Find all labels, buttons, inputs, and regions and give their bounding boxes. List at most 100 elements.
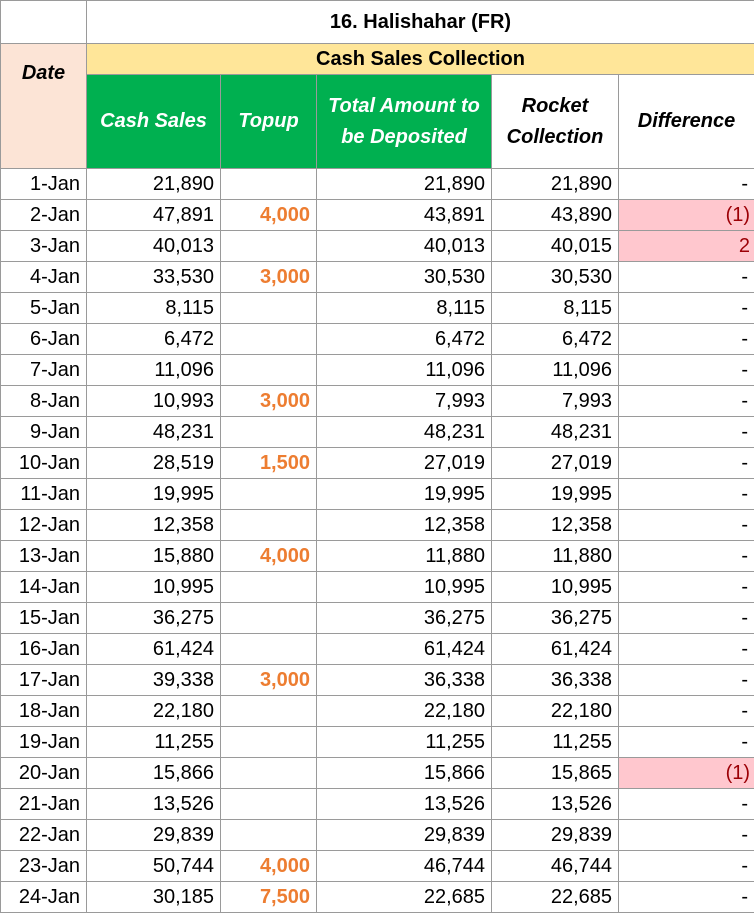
total-amount-cell[interactable]: 11,880 [316,540,492,572]
date-cell[interactable]: 17-Jan [0,664,87,696]
total-amount-cell[interactable]: 8,115 [316,292,492,324]
date-cell[interactable]: 10-Jan [0,447,87,479]
difference-cell[interactable]: (1) [617,757,754,789]
topup-cell[interactable]: 4,000 [220,850,317,882]
topup-cell[interactable]: 4,000 [220,199,317,231]
cash-sales-cell[interactable]: 40,013 [86,230,221,262]
total-amount-cell[interactable]: 13,526 [316,788,492,820]
total-amount-cell[interactable]: 7,993 [316,385,492,417]
difference-cell[interactable]: - [617,726,754,758]
rocket-collection-cell[interactable]: 11,096 [491,354,619,386]
rocket-collection-cell[interactable]: 40,015 [491,230,619,262]
cash-sales-cell[interactable]: 6,472 [86,323,221,355]
topup-cell[interactable] [220,416,317,448]
topup-cell[interactable] [220,230,317,262]
rocket-collection-cell[interactable]: 43,890 [491,199,619,231]
total-amount-cell[interactable]: 48,231 [316,416,492,448]
total-amount-cell[interactable]: 10,995 [316,571,492,603]
date-cell[interactable]: 12-Jan [0,509,87,541]
difference-cell[interactable]: - [617,695,754,727]
rocket-collection-cell[interactable]: 8,115 [491,292,619,324]
date-cell[interactable]: 9-Jan [0,416,87,448]
cash-sales-cell[interactable]: 12,358 [86,509,221,541]
cash-sales-cell[interactable]: 29,839 [86,819,221,851]
cash-sales-cell[interactable]: 10,993 [86,385,221,417]
topup-cell[interactable] [220,633,317,665]
cash-sales-cell[interactable]: 50,744 [86,850,221,882]
difference-cell[interactable]: - [617,664,754,696]
rocket-collection-cell[interactable]: 27,019 [491,447,619,479]
total-amount-cell[interactable]: 22,180 [316,695,492,727]
date-cell[interactable]: 24-Jan [0,881,87,913]
difference-cell[interactable]: - [617,509,754,541]
total-amount-cell[interactable]: 12,358 [316,509,492,541]
difference-cell[interactable]: - [617,447,754,479]
cash-sales-cell[interactable]: 19,995 [86,478,221,510]
difference-cell[interactable]: - [617,168,754,200]
total-amount-cell[interactable]: 43,891 [316,199,492,231]
rocket-collection-cell[interactable]: 19,995 [491,478,619,510]
rocket-collection-cell[interactable]: 48,231 [491,416,619,448]
difference-cell[interactable]: - [617,478,754,510]
difference-cell[interactable]: - [617,602,754,634]
difference-cell[interactable]: - [617,850,754,882]
header-topup[interactable]: Topup [220,74,317,169]
topup-cell[interactable] [220,509,317,541]
rocket-collection-cell[interactable]: 21,890 [491,168,619,200]
cash-sales-cell[interactable]: 11,096 [86,354,221,386]
cash-sales-cell[interactable]: 8,115 [86,292,221,324]
cash-sales-cell[interactable]: 36,275 [86,602,221,634]
date-cell[interactable]: 6-Jan [0,323,87,355]
difference-cell[interactable]: - [617,633,754,665]
header-cash-sales[interactable]: Cash Sales [86,74,221,169]
date-cell[interactable]: 14-Jan [0,571,87,603]
date-cell[interactable]: 15-Jan [0,602,87,634]
rocket-collection-cell[interactable]: 36,275 [491,602,619,634]
rocket-collection-cell[interactable]: 46,744 [491,850,619,882]
difference-cell[interactable]: (1) [617,199,754,231]
header-difference[interactable]: Difference [617,74,754,169]
total-amount-cell[interactable]: 36,275 [316,602,492,634]
date-cell[interactable]: 20-Jan [0,757,87,789]
total-amount-cell[interactable]: 36,338 [316,664,492,696]
date-cell[interactable]: 8-Jan [0,385,87,417]
cash-sales-cell[interactable]: 47,891 [86,199,221,231]
difference-cell[interactable]: - [617,540,754,572]
cash-sales-cell[interactable]: 28,519 [86,447,221,479]
difference-cell[interactable]: - [617,354,754,386]
cash-sales-cell[interactable]: 15,880 [86,540,221,572]
rocket-collection-cell[interactable]: 7,993 [491,385,619,417]
corner-cell[interactable] [0,0,87,44]
difference-cell[interactable]: - [617,385,754,417]
date-cell[interactable]: 11-Jan [0,478,87,510]
topup-cell[interactable] [220,695,317,727]
rocket-collection-cell[interactable]: 15,865 [491,757,619,789]
topup-cell[interactable]: 3,000 [220,664,317,696]
date-cell[interactable]: 23-Jan [0,850,87,882]
date-cell[interactable]: 3-Jan [0,230,87,262]
rocket-collection-cell[interactable]: 10,995 [491,571,619,603]
topup-cell[interactable]: 3,000 [220,385,317,417]
header-rocket-collection[interactable]: Rocket Collection [491,74,619,169]
rocket-collection-cell[interactable]: 36,338 [491,664,619,696]
topup-cell[interactable]: 3,000 [220,261,317,293]
topup-cell[interactable] [220,819,317,851]
topup-cell[interactable]: 1,500 [220,447,317,479]
cash-sales-cell[interactable]: 33,530 [86,261,221,293]
cash-sales-cell[interactable]: 39,338 [86,664,221,696]
cash-sales-cell[interactable]: 15,866 [86,757,221,789]
topup-cell[interactable] [220,478,317,510]
rocket-collection-cell[interactable]: 30,530 [491,261,619,293]
difference-cell[interactable]: - [617,416,754,448]
topup-cell[interactable] [220,602,317,634]
cash-sales-cell[interactable]: 10,995 [86,571,221,603]
cash-sales-cell[interactable]: 61,424 [86,633,221,665]
total-amount-cell[interactable]: 27,019 [316,447,492,479]
total-amount-cell[interactable]: 29,839 [316,819,492,851]
date-cell[interactable]: 7-Jan [0,354,87,386]
rocket-collection-cell[interactable]: 22,685 [491,881,619,913]
total-amount-cell[interactable]: 11,096 [316,354,492,386]
date-cell[interactable]: 13-Jan [0,540,87,572]
rocket-collection-cell[interactable]: 22,180 [491,695,619,727]
topup-cell[interactable] [220,726,317,758]
